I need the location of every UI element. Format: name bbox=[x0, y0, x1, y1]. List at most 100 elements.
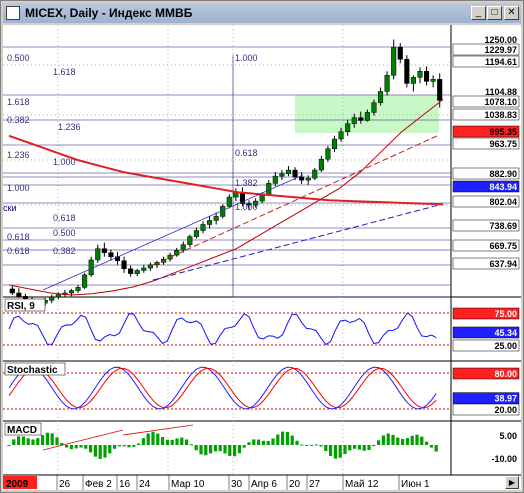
fib-label: 0.618 bbox=[235, 148, 258, 158]
macd-bar bbox=[425, 441, 429, 445]
rsi-level-label: 75.00 bbox=[452, 307, 520, 320]
macd-bar bbox=[247, 442, 251, 445]
candle bbox=[141, 264, 147, 273]
candle bbox=[345, 119, 351, 136]
macd-bar bbox=[26, 438, 30, 445]
price-label-text: 1104.88 bbox=[485, 87, 517, 97]
fib-label: 0.500 bbox=[53, 228, 76, 238]
date-label: 24 bbox=[139, 479, 151, 490]
macd-bar bbox=[12, 439, 16, 445]
macd-bar bbox=[45, 432, 49, 445]
price-label: 963.75 bbox=[452, 137, 520, 150]
macd-bar bbox=[362, 445, 366, 451]
candle bbox=[82, 272, 88, 289]
candle bbox=[292, 167, 298, 181]
price-label: 669.75 bbox=[452, 239, 520, 252]
price-label-text: 1078.10 bbox=[484, 97, 517, 107]
macd-bar bbox=[396, 437, 400, 445]
candle bbox=[226, 194, 232, 209]
fib-label: 1.382 bbox=[235, 178, 258, 188]
fib-label: 1.236 bbox=[7, 150, 30, 160]
stoch-k-line bbox=[8, 366, 437, 410]
candle bbox=[49, 294, 55, 304]
moving-averages bbox=[8, 99, 444, 296]
macd-bar bbox=[242, 445, 246, 448]
price-label: 802.04 bbox=[452, 195, 520, 208]
macd-signal-line bbox=[122, 424, 194, 436]
macd-bar bbox=[261, 440, 265, 445]
candle bbox=[318, 155, 324, 173]
date-label: Апр 6 bbox=[251, 479, 277, 490]
price-label-text: 1194.61 bbox=[485, 57, 517, 67]
stoch-level-label: 80.00 bbox=[452, 367, 520, 380]
price-label: 995.35 bbox=[452, 125, 520, 138]
minimize-button[interactable]: _ bbox=[471, 6, 486, 20]
macd-bar bbox=[281, 431, 285, 445]
macd-bar bbox=[89, 445, 93, 453]
macd-bar bbox=[69, 445, 73, 450]
rsi-label: RSI, 9 bbox=[7, 301, 35, 312]
price-label: 882.90 bbox=[452, 167, 520, 180]
macd-bar bbox=[161, 437, 165, 445]
macd-bar bbox=[199, 445, 203, 455]
macd-bar bbox=[170, 439, 174, 445]
svg-text:25.00: 25.00 bbox=[494, 341, 517, 351]
candle bbox=[424, 66, 430, 86]
date-label: Фев 2 bbox=[85, 479, 112, 490]
macd-bar bbox=[103, 445, 107, 458]
price-label-text: 1250.00 bbox=[484, 35, 517, 45]
macd-bar bbox=[65, 445, 69, 448]
candle bbox=[384, 71, 390, 96]
macd-bar bbox=[410, 435, 414, 445]
candle bbox=[213, 212, 219, 225]
macd-bar bbox=[60, 443, 64, 445]
macd-bar bbox=[305, 445, 309, 446]
maximize-button[interactable]: □ bbox=[487, 6, 502, 20]
title-bar[interactable]: MICEX, Daily - Индекс ММВБ _ □ ✕ bbox=[3, 3, 521, 23]
date-axis: 2009 26 Фев 2 16 24 Мар 10 30 Апр 6 20 27 Май 12 Ию… bbox=[3, 475, 430, 490]
svg-text:80.00: 80.00 bbox=[494, 369, 517, 379]
fib-label: 1.000 bbox=[53, 157, 76, 167]
candle bbox=[207, 216, 213, 229]
candle bbox=[338, 127, 344, 142]
candle bbox=[351, 113, 357, 128]
macd-bar bbox=[295, 440, 299, 445]
close-button[interactable]: ✕ bbox=[504, 6, 519, 20]
stoch-d-line bbox=[8, 367, 437, 409]
fib-label: 1.000 bbox=[235, 53, 258, 63]
candle bbox=[285, 166, 292, 177]
date-label: 20 bbox=[289, 479, 301, 490]
date-label: Мар 10 bbox=[171, 479, 205, 490]
svg-text:38.97: 38.97 bbox=[494, 394, 517, 404]
fib-label: 0.382 bbox=[53, 246, 76, 256]
macd-bar bbox=[329, 445, 333, 456]
candle bbox=[404, 55, 410, 88]
macd-bar bbox=[271, 438, 275, 445]
macd-bar bbox=[185, 439, 189, 445]
macd-bar bbox=[209, 445, 213, 454]
macd-bar bbox=[141, 438, 145, 445]
macd-bar bbox=[377, 440, 381, 445]
macd-bar bbox=[98, 445, 102, 459]
macd-bar bbox=[218, 445, 222, 452]
fib-label: 0.382 bbox=[7, 115, 30, 125]
macd-bar bbox=[223, 445, 227, 454]
macd-bar bbox=[165, 439, 169, 445]
fib-label: 0.618 bbox=[7, 232, 30, 242]
macd-bar bbox=[50, 433, 54, 445]
macd-bar bbox=[175, 438, 179, 445]
macd-bar bbox=[204, 445, 208, 456]
channel-line-blue bbox=[152, 204, 440, 281]
date-label: 27 bbox=[309, 479, 321, 490]
macd-bar bbox=[386, 433, 390, 445]
chart-window-icon bbox=[6, 6, 20, 20]
scroll-right-button[interactable]: ▶ bbox=[505, 476, 519, 489]
candle bbox=[272, 172, 278, 187]
price-label: 1038.83 bbox=[452, 108, 520, 121]
price-label: 637.94 bbox=[452, 257, 520, 270]
macd-bar bbox=[137, 443, 141, 445]
candle bbox=[180, 241, 186, 253]
macd-bar bbox=[401, 439, 405, 445]
macd-bar bbox=[319, 445, 323, 447]
